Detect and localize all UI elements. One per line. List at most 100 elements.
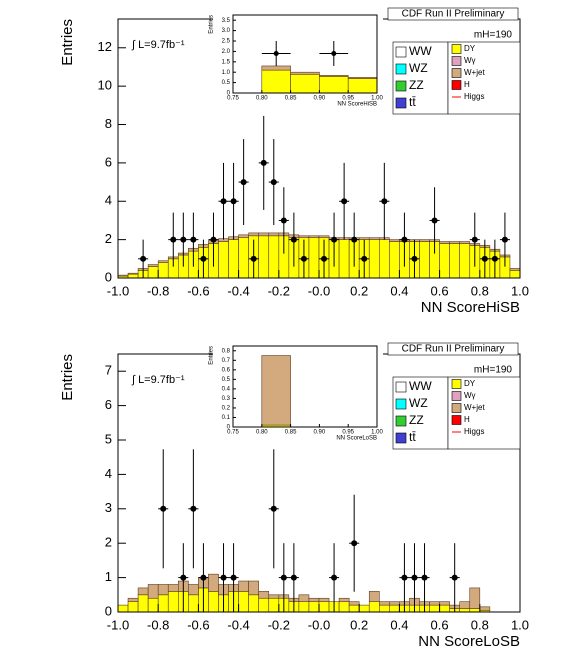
luminosity: ∫ L=9.7fb⁻¹ xyxy=(131,374,185,386)
legend-swatch xyxy=(451,68,462,78)
y-axis-label: Entries xyxy=(209,346,215,365)
legend-swatch xyxy=(451,56,462,66)
hist-bar xyxy=(157,260,169,263)
x-tick-label: -0.4 xyxy=(227,617,249,632)
y-tick-label: 7 xyxy=(105,363,112,378)
y-tick-label: 0 xyxy=(227,91,231,97)
data-point xyxy=(210,236,217,243)
hist-bar xyxy=(439,243,450,279)
hist-bar xyxy=(319,76,349,94)
hist-bar xyxy=(248,232,259,237)
hist-bar xyxy=(429,604,440,613)
legend-box xyxy=(447,376,521,450)
x-tick-label: 1.00 xyxy=(371,430,383,436)
hist-bar xyxy=(157,584,169,596)
hist-bar xyxy=(137,594,149,613)
y-tick-label: 0.3 xyxy=(222,396,231,402)
hist-bar xyxy=(318,601,330,613)
hist-bar xyxy=(258,232,270,237)
hist-bar xyxy=(188,584,199,596)
hist-bar xyxy=(157,262,169,279)
hist-bar xyxy=(117,274,129,277)
y-tick-label: 0.5 xyxy=(222,377,231,383)
data-point xyxy=(361,255,368,262)
hist-bar xyxy=(389,604,400,613)
hist-bar xyxy=(338,239,350,279)
hist-bar xyxy=(147,584,159,599)
x-axis-label: NN ScoreHiSB xyxy=(337,102,377,108)
data-point xyxy=(471,236,478,243)
legend-swatch xyxy=(395,415,407,427)
legend-box xyxy=(447,41,521,115)
hist-bar xyxy=(308,597,320,602)
hist-bar xyxy=(298,235,310,239)
hist-bar xyxy=(208,573,219,592)
y-tick-label: 4 xyxy=(105,193,112,208)
hist-bar xyxy=(238,591,249,613)
y-tick-label: 3.5 xyxy=(222,18,231,24)
hist-bar xyxy=(368,591,380,602)
x-tick-label: 0.95 xyxy=(342,96,354,102)
hist-bar xyxy=(258,597,270,613)
y-tick-label: 0 xyxy=(105,269,112,284)
hist-bar xyxy=(248,594,259,613)
data-point xyxy=(190,236,197,243)
legend-label: Wγ xyxy=(464,56,476,65)
legend-label: ZZ xyxy=(409,78,424,92)
data-point xyxy=(341,198,348,205)
hist-bar xyxy=(137,587,149,596)
y-tick-label: 5 xyxy=(105,431,112,446)
hist-bar xyxy=(261,69,291,94)
data-point xyxy=(491,255,498,262)
x-tick-label: 0.80 xyxy=(256,96,268,102)
plot-area xyxy=(233,346,377,427)
legend-label: WZ xyxy=(409,396,428,410)
hist-bar xyxy=(167,584,179,592)
x-tick-label: 0.95 xyxy=(342,430,354,436)
hist-bar xyxy=(429,601,440,606)
legend-label: W+jet xyxy=(464,403,485,412)
hist-bar xyxy=(258,235,270,279)
x-axis-label: NN ScoreHiSB xyxy=(421,299,520,316)
data-point xyxy=(270,505,277,512)
hist-bar xyxy=(449,243,460,279)
data-point xyxy=(230,574,237,581)
y-tick-label: 3.0 xyxy=(222,28,231,34)
hist-bar xyxy=(439,241,450,244)
hist-bar xyxy=(228,239,239,279)
hist-bar xyxy=(238,580,249,592)
data-point xyxy=(351,540,358,547)
hist-bar xyxy=(127,272,139,275)
legend-swatch xyxy=(395,46,407,58)
x-tick-label: -0.8 xyxy=(147,283,169,298)
hist-bar xyxy=(378,601,390,606)
data-point xyxy=(401,236,408,243)
hist-bar xyxy=(188,594,199,613)
data-point xyxy=(273,50,279,56)
legend-label: W+jet xyxy=(464,68,485,77)
legend-swatch xyxy=(451,415,462,425)
y-tick-label: 2 xyxy=(105,231,112,246)
data-point xyxy=(451,574,458,581)
hist-bar xyxy=(208,591,219,613)
y-tick-label: 1.0 xyxy=(222,70,231,76)
hist-bar xyxy=(238,237,249,279)
data-point xyxy=(160,505,167,512)
hist-bar xyxy=(347,77,378,79)
x-tick-label: 0.2 xyxy=(350,283,368,298)
data-point xyxy=(270,179,277,186)
legend-label: H xyxy=(464,80,470,89)
hist-bar xyxy=(509,270,521,279)
x-tick-label: 0.2 xyxy=(350,617,368,632)
legend-swatch xyxy=(395,381,407,393)
data-point xyxy=(321,255,328,262)
legend-label: H xyxy=(464,415,470,424)
data-point xyxy=(200,574,207,581)
x-tick-label: 0.8 xyxy=(471,283,489,298)
mass-label: mH=190 xyxy=(474,365,513,376)
data-point xyxy=(331,50,337,56)
data-point xyxy=(280,574,287,581)
hist-bar xyxy=(419,239,430,242)
y-axis-label: Entries xyxy=(59,19,76,66)
